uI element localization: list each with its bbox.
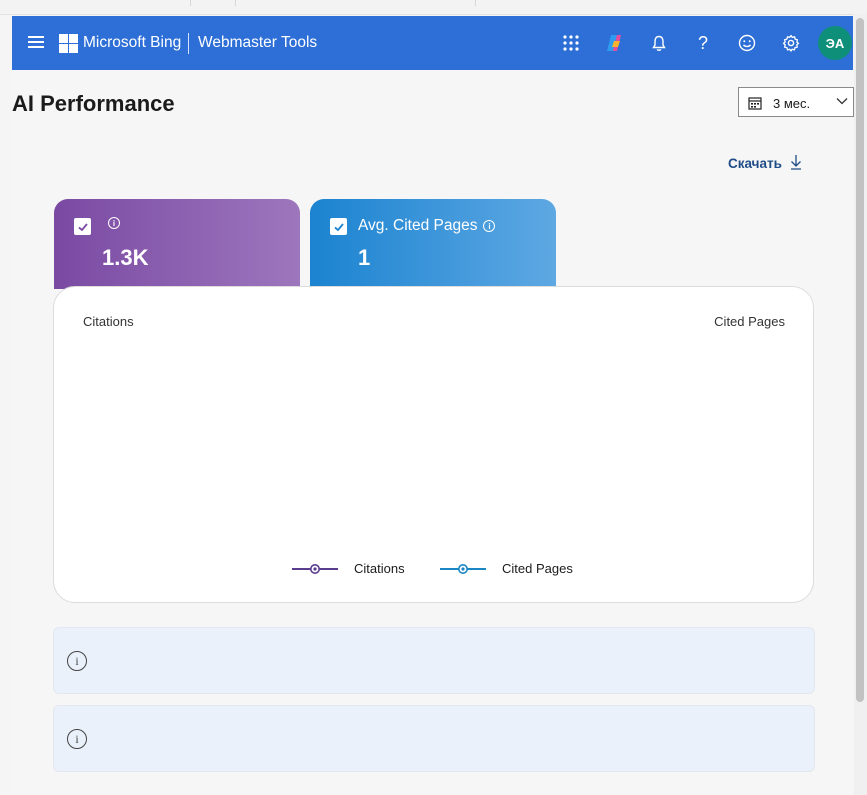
download-button[interactable]: Скачать <box>728 154 802 173</box>
menu-icon[interactable] <box>28 36 44 50</box>
kpi-title: i <box>102 217 120 229</box>
apps-grid-icon[interactable] <box>560 32 582 54</box>
kpi-title: Avg. Cited Pages i <box>358 217 496 235</box>
avatar[interactable]: ЭА <box>818 26 852 60</box>
kpi-value: 1 <box>358 245 371 270</box>
legend-marker-icon <box>292 563 338 574</box>
date-range-dropdown[interactable]: 3 мес. <box>738 87 854 117</box>
browser-top-strip <box>0 0 867 15</box>
brand-name[interactable]: Microsoft Bing <box>83 34 182 51</box>
legend-marker-icon <box>440 563 486 574</box>
legend-label: Citations <box>354 561 405 576</box>
legend-label: Cited Pages <box>502 561 573 576</box>
chevron-down-icon <box>835 94 849 111</box>
browser-tab[interactable] <box>190 0 236 6</box>
copilot-icon[interactable] <box>604 32 626 54</box>
sample-data-notice: i <box>53 627 815 694</box>
ai-labels-notice: i <box>53 705 815 772</box>
info-icon[interactable]: i <box>108 217 120 229</box>
left-axis-title: Citations <box>83 314 134 329</box>
browser-tab[interactable] <box>235 0 476 6</box>
kpi-label: Avg. Cited Pages <box>358 217 478 234</box>
top-header: Microsoft Bing Webmaster Tools ? ЭА <box>12 16 853 70</box>
kpi-card-citations[interactable]: i 1.3K <box>54 199 300 289</box>
date-range-value: 3 мес. <box>773 96 811 111</box>
info-icon: i <box>67 651 87 671</box>
page-title: AI Performance <box>12 91 175 116</box>
right-axis-title: Cited Pages <box>714 314 785 329</box>
scrollbar-thumb[interactable] <box>856 18 864 702</box>
line-chart[interactable] <box>54 287 815 547</box>
scrollbar[interactable] <box>854 14 867 795</box>
bell-icon[interactable] <box>648 32 670 54</box>
calendar-icon <box>748 96 762 113</box>
feedback-smiley-icon[interactable] <box>736 32 758 54</box>
kpi-checkbox[interactable] <box>74 218 91 235</box>
header-divider <box>188 33 189 54</box>
legend-item-cited-pages[interactable]: Cited Pages <box>440 561 573 576</box>
help-icon[interactable]: ? <box>697 32 708 53</box>
info-icon[interactable]: i <box>483 220 496 232</box>
kpi-checkbox[interactable] <box>330 218 347 235</box>
product-name[interactable]: Webmaster Tools <box>198 34 318 51</box>
legend-item-citations[interactable]: Citations <box>292 561 405 576</box>
kpi-value: 1.3K <box>102 245 149 270</box>
microsoft-logo-icon[interactable] <box>59 34 78 53</box>
download-icon <box>790 154 802 173</box>
download-label: Скачать <box>728 156 782 171</box>
chart-card: Citations Cited Pages Citations Cited Pa… <box>53 286 814 603</box>
info-icon: i <box>67 729 87 749</box>
gear-icon[interactable] <box>780 32 802 54</box>
browser-tab[interactable] <box>0 0 191 6</box>
kpi-card-cited-pages[interactable]: Avg. Cited Pages i 1 <box>310 199 556 289</box>
